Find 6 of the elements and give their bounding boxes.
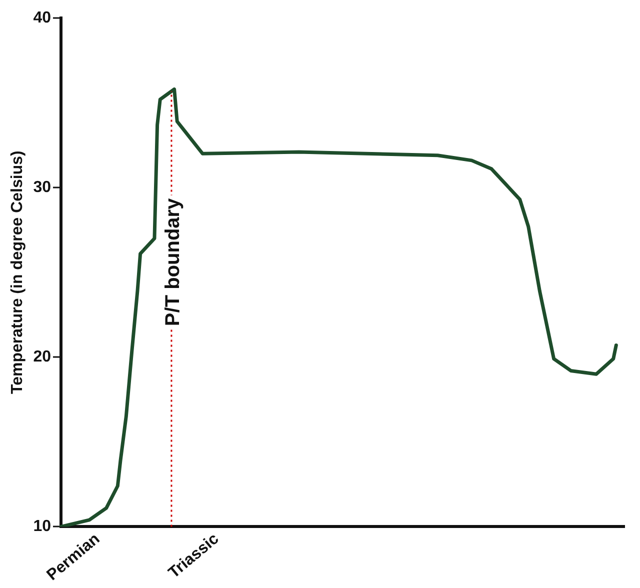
y-tick-label: 40 bbox=[33, 9, 52, 26]
x-tick-label: P/T boundary bbox=[162, 197, 184, 326]
y-tick-label: 20 bbox=[33, 348, 52, 366]
y-tick-label: 30 bbox=[33, 178, 52, 196]
y-tick-label: 10 bbox=[33, 518, 52, 536]
y-axis-title: Temperature (in degree Celsius) bbox=[9, 150, 26, 394]
